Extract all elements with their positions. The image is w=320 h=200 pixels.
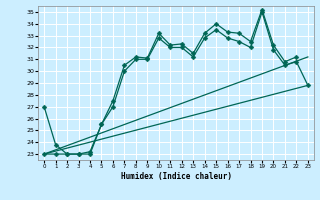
X-axis label: Humidex (Indice chaleur): Humidex (Indice chaleur) (121, 172, 231, 181)
